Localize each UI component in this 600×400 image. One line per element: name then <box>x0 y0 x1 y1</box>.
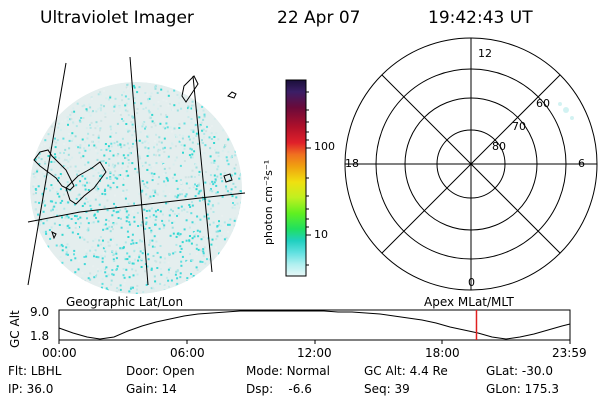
altitude-ticks <box>58 340 571 344</box>
time-tick-0000: 00:00 <box>42 346 77 360</box>
polar-plot <box>344 37 598 291</box>
status-gain: Gain: 14 <box>126 382 177 396</box>
colorbar-tick-10: 10 <box>314 228 328 241</box>
altitude-axis-label: GC Alt <box>8 310 22 348</box>
altitude-tick-1-8: 1.8 <box>30 329 50 343</box>
geographic-coord-label: Geographic Lat/Lon <box>66 295 184 309</box>
instrument-title: Ultraviolet Imager <box>40 8 194 28</box>
time-tick-1800: 18:00 <box>425 346 460 360</box>
status-glat: GLat: -30.0 <box>486 364 553 378</box>
mlt-label-6: 6 <box>578 157 585 170</box>
colorbar-tick-100: 100 <box>314 140 335 153</box>
colorbar <box>285 79 307 277</box>
status-gc-alt: GC Alt: 4.4 Re <box>364 364 448 378</box>
lat-label-80: 80 <box>492 140 506 153</box>
status-door: Door: Open <box>126 364 195 378</box>
polar-aurora <box>558 102 574 120</box>
status-seq: Seq: 39 <box>364 382 410 396</box>
time-label: 19:42:43 UT <box>428 8 533 28</box>
time-tick-1200: 12:00 <box>297 346 332 360</box>
colorbar-unit-label: photon cm⁻²s⁻¹ <box>262 159 275 245</box>
status-ip: IP: 36.0 <box>8 382 54 396</box>
lat-label-60: 60 <box>536 97 550 110</box>
mlt-label-12: 12 <box>478 47 492 60</box>
altitude-tick-9: 9.0 <box>30 305 50 319</box>
time-tick-2359: 23:59 <box>552 346 587 360</box>
status-dsp: Dsp: -6.6 <box>246 382 312 396</box>
status-glon: GLon: 175.3 <box>486 382 559 396</box>
geographic-grid <box>27 56 246 286</box>
time-tick-0600: 06:00 <box>170 346 205 360</box>
colorbar-ticks <box>306 91 311 266</box>
apex-coord-label: Apex MLat/MLT <box>424 295 514 309</box>
date-label: 22 Apr 07 <box>277 8 361 28</box>
mlt-label-18: 18 <box>345 157 359 170</box>
altitude-plot-frame <box>58 309 571 341</box>
status-mode: Mode: Normal <box>246 364 330 378</box>
altitude-curve <box>58 310 571 340</box>
status-filter: Flt: LBHL <box>8 364 62 378</box>
coastline <box>33 75 237 240</box>
mlt-label-0: 0 <box>468 276 475 289</box>
lat-label-70: 70 <box>512 120 526 133</box>
